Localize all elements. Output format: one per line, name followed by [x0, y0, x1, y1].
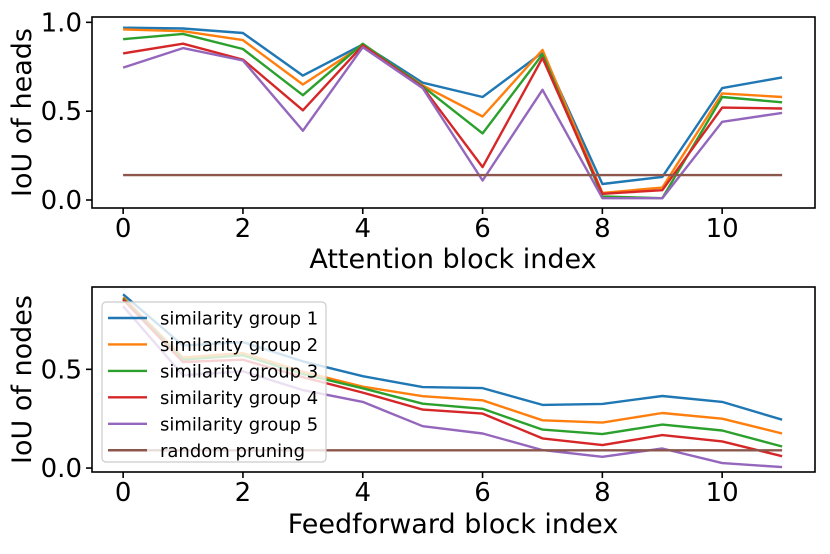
legend-box — [101, 301, 327, 463]
legend-item-similarity-group-2: similarity group 2 — [108, 335, 318, 356]
y-tick-label: 0.5 — [41, 355, 82, 385]
plot-border — [91, 16, 816, 209]
x-tick-label: 8 — [594, 478, 611, 508]
series-line-similarity-group-1 — [123, 26, 783, 186]
legend-label-similarity-group-3: similarity group 3 — [160, 361, 318, 382]
y-tick-label: 1.0 — [41, 8, 82, 38]
attention-y-axis-label: IoU of heads — [7, 28, 38, 197]
x-tick-label: 6 — [474, 478, 491, 508]
x-tick-label: 8 — [594, 214, 611, 244]
legend-item-similarity-group-5: similarity group 5 — [108, 414, 318, 435]
attention-x-axis-label: Attention block index — [309, 244, 596, 275]
feedforward-y-axis-label: IoU of nodes — [7, 295, 38, 464]
y-tick-label: 0.5 — [41, 97, 82, 127]
x-tick-label: 2 — [235, 478, 252, 508]
legend-label-similarity-group-1: similarity group 1 — [160, 309, 318, 330]
legend-label-similarity-group-5: similarity group 5 — [160, 414, 318, 435]
x-tick-label: 10 — [706, 214, 739, 244]
attention-chart: 0 2 4 6 8 10 0.0 0.5 1.0 Attention block index I… — [7, 8, 816, 275]
attention-plot-area: 0 2 4 6 8 10 0.0 0.5 1.0 — [41, 8, 816, 244]
legend-item-similarity-group-3: similarity group 3 — [108, 361, 318, 382]
legend-label-similarity-group-2: similarity group 2 — [160, 335, 318, 356]
x-tick-label: 0 — [115, 214, 132, 244]
series-line-similarity-group-4 — [122, 42, 783, 196]
x-tick-label: 6 — [474, 214, 491, 244]
legend-item-random-pruning: random pruning — [108, 441, 305, 462]
x-tick-label: 4 — [354, 478, 371, 508]
plot-border — [91, 286, 816, 473]
feedforward-x-axis-label: Feedforward block index — [288, 509, 619, 540]
series-line-similarity-group-3 — [122, 32, 783, 200]
x-tick-label: 4 — [354, 214, 371, 244]
x-tick-label: 2 — [235, 214, 252, 244]
x-tick-label: 10 — [706, 478, 739, 508]
legend-item-similarity-group-1: similarity group 1 — [108, 309, 318, 330]
legend: similarity group 1 similarity group 2 simi… — [101, 301, 327, 463]
series-line-similarity-group-5 — [122, 46, 783, 200]
y-tick-label: 0.0 — [41, 186, 82, 216]
legend-label-random-pruning: random pruning — [160, 441, 305, 462]
legend-label-similarity-group-4: similarity group 4 — [160, 388, 318, 409]
series-line-similarity-group-2 — [123, 28, 783, 195]
y-tick-label: 0.0 — [41, 454, 82, 484]
x-tick-label: 0 — [115, 478, 132, 508]
legend-item-similarity-group-4: similarity group 4 — [108, 388, 318, 409]
